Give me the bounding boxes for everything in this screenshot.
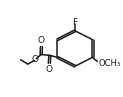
Text: O: O — [32, 55, 39, 64]
Text: OCH₃: OCH₃ — [99, 59, 121, 68]
Text: O: O — [46, 65, 53, 74]
Text: O: O — [38, 36, 45, 45]
Text: F: F — [72, 18, 78, 27]
